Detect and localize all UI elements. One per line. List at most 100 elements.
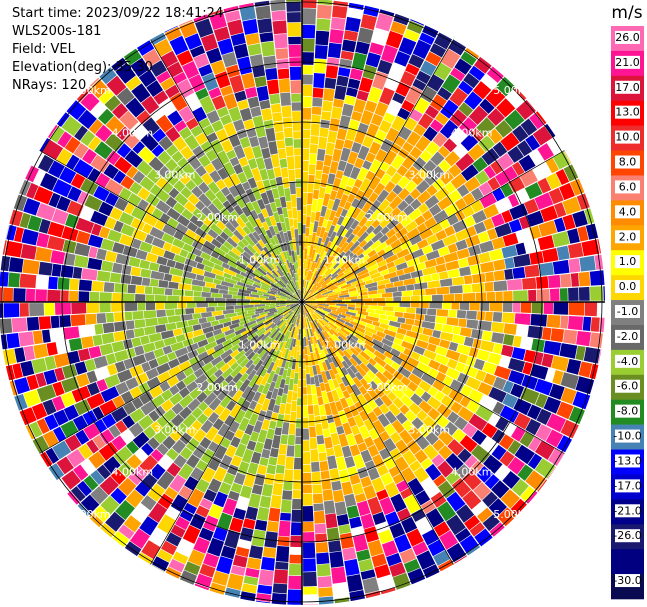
gate [350,425,361,436]
gate [334,501,347,516]
gate [359,378,371,390]
gate [141,442,154,456]
gate [156,415,169,428]
gate [553,302,569,315]
gate [352,225,362,236]
gate [528,289,537,302]
gate [386,218,399,230]
gate [434,323,443,331]
gate [163,242,173,252]
gate [392,397,404,409]
gate [106,312,115,323]
gate [125,320,135,330]
gate [422,327,434,337]
gate [487,177,501,191]
gate [500,132,520,152]
gate [48,463,65,481]
gate [599,317,605,333]
gate [278,520,291,537]
gate [276,207,283,215]
gate [371,231,384,243]
gate [293,294,299,300]
gate [396,248,410,259]
gate [14,377,30,395]
gate [74,242,91,257]
gate [318,136,328,150]
colorbar-tick-bg [615,55,640,69]
gate [302,428,310,440]
gate [166,217,179,229]
gate [537,143,554,161]
gate [336,309,346,314]
gate [123,48,142,66]
gate [141,95,160,115]
gate [550,328,564,343]
gate [372,511,387,525]
gate [324,382,331,393]
gate [559,182,575,201]
gate [433,474,447,487]
gate [340,260,351,270]
gate [375,149,388,163]
gate [416,70,431,85]
gate [471,444,491,464]
gate [397,317,406,324]
gate [191,360,206,372]
gate [420,295,432,302]
gate [191,279,206,287]
gate [328,337,337,347]
gate [275,48,289,60]
gate [86,392,105,410]
gate [8,272,20,288]
gate [423,274,432,283]
gate [246,390,256,403]
gate [172,72,187,85]
gate [47,289,61,302]
gate [316,308,328,315]
gate [153,348,165,358]
gate [311,384,317,395]
gate [207,212,220,225]
gate [315,170,323,180]
gate [151,237,166,249]
gate [578,361,593,378]
gate [197,339,209,348]
gate [296,281,300,289]
gate [255,297,266,301]
gate [157,316,169,325]
gate [208,503,223,520]
gate [313,332,319,340]
gate [289,66,302,80]
gate [188,74,206,93]
gate [471,282,485,293]
gate [324,268,331,276]
gate [303,290,307,299]
gate [314,310,326,319]
gate [514,87,527,101]
gate [105,250,118,263]
gate [186,342,199,353]
gate [196,459,209,472]
gate [198,401,209,412]
gate [327,225,336,238]
gate [176,380,187,391]
gate [409,234,422,246]
gate [125,377,139,390]
gate [276,269,283,277]
gate [233,144,246,160]
gate [52,395,66,412]
gate [304,289,312,299]
gate [528,436,542,452]
gate [520,302,532,313]
gate [469,522,485,537]
gate [137,187,151,201]
gate [257,584,273,595]
gate [284,188,291,202]
gate [349,357,358,367]
gate [410,393,423,406]
gate [358,385,368,396]
gate [461,164,479,181]
gate [279,280,287,288]
gate [64,434,82,452]
gate [309,426,317,438]
